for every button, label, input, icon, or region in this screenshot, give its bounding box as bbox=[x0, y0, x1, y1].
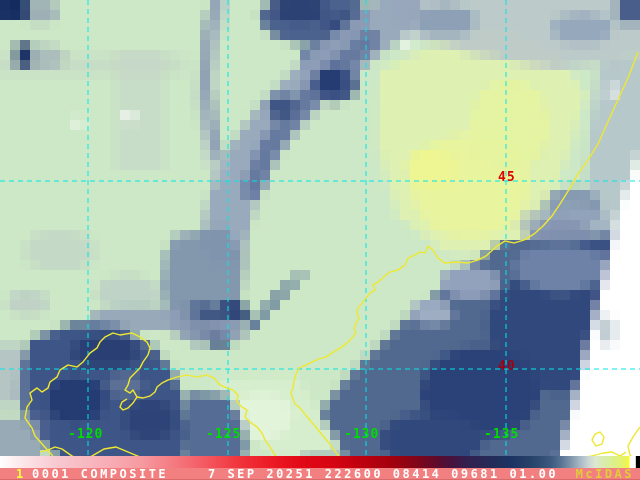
frame-number-text: 1 bbox=[16, 467, 26, 480]
status-bar: 1 0001 COMPOSITE 7 SEP 20251 222600 0841… bbox=[0, 468, 640, 480]
satellite-imagery-canvas[interactable] bbox=[0, 0, 640, 456]
datetime-text: 7 SEP 20251 222600 08414 09681 01.00 bbox=[208, 467, 559, 480]
image-id-label: 0001 COMPOSITE bbox=[32, 467, 169, 480]
color-scale-bar bbox=[0, 456, 640, 468]
mcidas-brand-label: McIDAS bbox=[575, 467, 634, 480]
